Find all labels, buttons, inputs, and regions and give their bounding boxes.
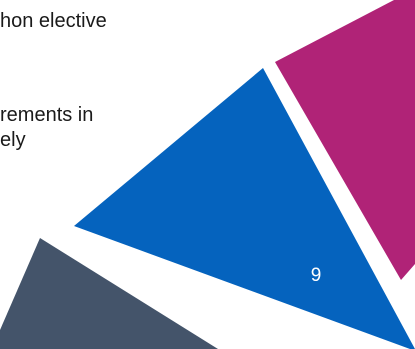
magenta-triangle (275, 0, 415, 280)
body-text-line-3: ely (0, 129, 26, 151)
page-number: 9 (310, 265, 322, 286)
slate-triangle (0, 238, 218, 349)
body-text-line-2: rements in (0, 104, 94, 126)
body-text-line-1: hon elective (0, 10, 107, 32)
blue-triangle (74, 68, 415, 349)
